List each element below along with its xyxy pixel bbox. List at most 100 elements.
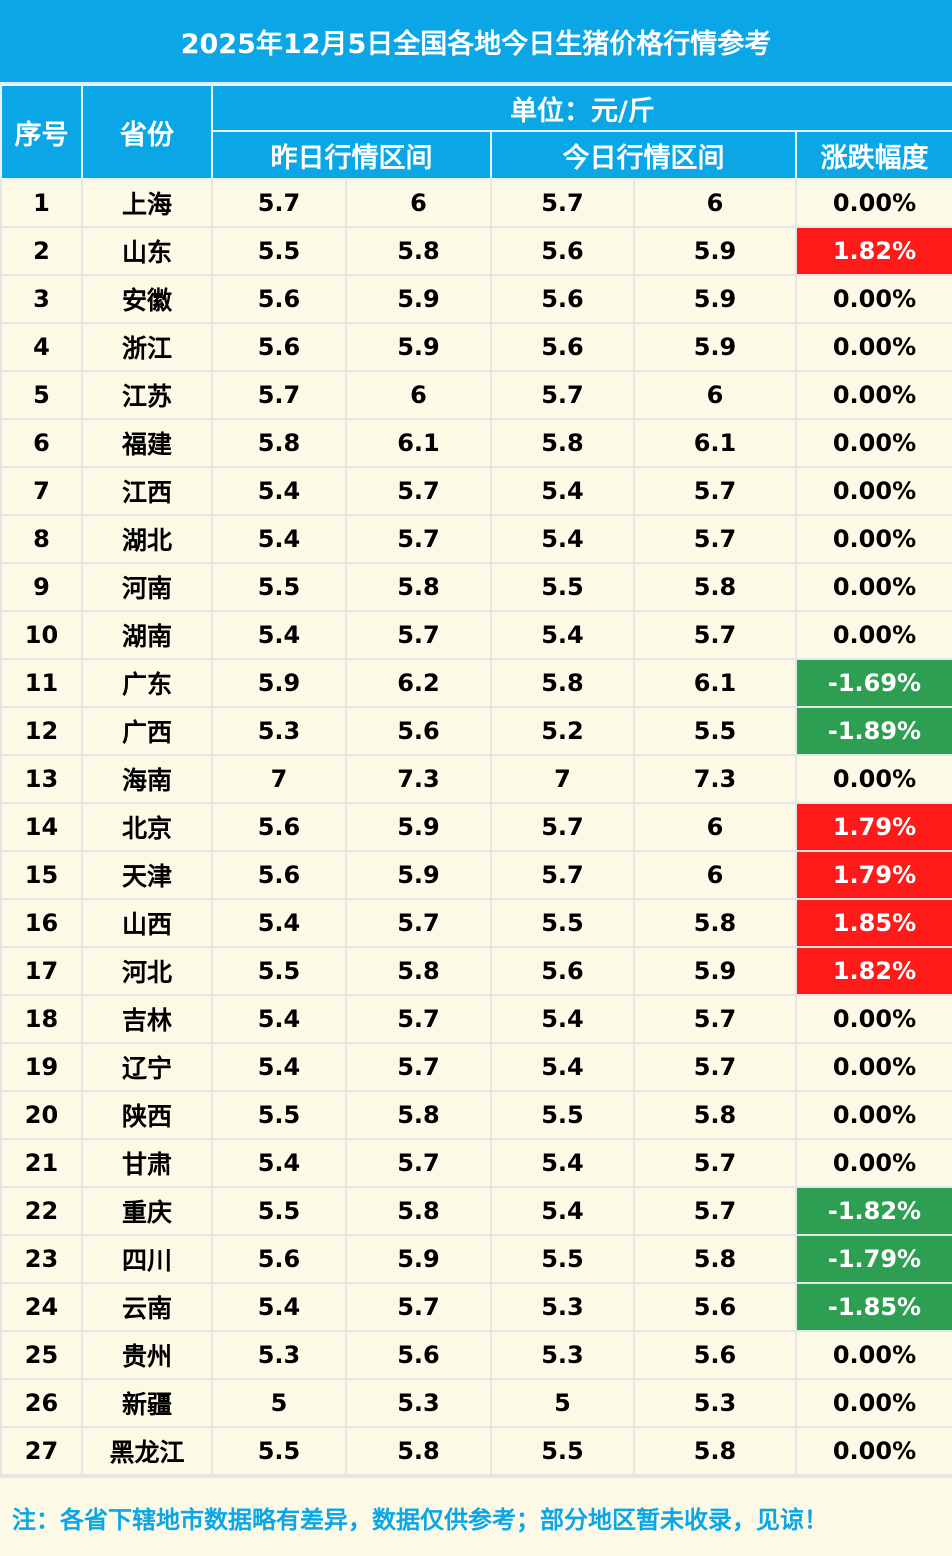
footer-note: 注：各省下辖地市数据略有差异，数据仅供参考；部分地区暂未收录，见谅！ (0, 1476, 952, 1556)
cell-yesterday-low: 5.6 (211, 802, 347, 852)
header-index: 序号 (0, 84, 83, 180)
cell-province: 河北 (81, 946, 213, 996)
cell-today-low: 5.4 (490, 610, 635, 660)
table-row: 12 广西 5.3 5.6 5.2 5.5 -1.89% (0, 706, 952, 756)
cell-yesterday-low: 5 (211, 1378, 347, 1428)
header-change: 涨跌幅度 (795, 130, 952, 180)
cell-index: 12 (0, 706, 83, 756)
cell-today-high: 5.3 (633, 1378, 797, 1428)
cell-index: 16 (0, 898, 83, 948)
cell-index: 11 (0, 658, 83, 708)
table-row: 4 浙江 5.6 5.9 5.6 5.9 0.00% (0, 322, 952, 372)
cell-province: 江苏 (81, 370, 213, 420)
cell-change: 0.00% (795, 274, 952, 324)
cell-province: 重庆 (81, 1186, 213, 1236)
cell-today-high: 6.1 (633, 418, 797, 468)
cell-yesterday-low: 5.4 (211, 994, 347, 1044)
cell-province: 江西 (81, 466, 213, 516)
cell-today-high: 7.3 (633, 754, 797, 804)
cell-change: -1.79% (795, 1234, 952, 1284)
table-row: 2 山东 5.5 5.8 5.6 5.9 1.82% (0, 226, 952, 276)
cell-today-high: 5.7 (633, 1186, 797, 1236)
cell-yesterday-low: 5.5 (211, 1186, 347, 1236)
cell-change: -1.69% (795, 658, 952, 708)
cell-index: 5 (0, 370, 83, 420)
cell-change: -1.82% (795, 1186, 952, 1236)
cell-today-high: 5.8 (633, 1090, 797, 1140)
header-province: 省份 (81, 84, 213, 180)
cell-today-low: 5.5 (490, 1090, 635, 1140)
cell-today-high: 5.9 (633, 226, 797, 276)
table-row: 9 河南 5.5 5.8 5.5 5.8 0.00% (0, 562, 952, 612)
cell-today-low: 5.4 (490, 466, 635, 516)
cell-yesterday-high: 5.8 (345, 1426, 492, 1476)
cell-province: 云南 (81, 1282, 213, 1332)
cell-yesterday-low: 5.3 (211, 706, 347, 756)
cell-today-low: 5.7 (490, 850, 635, 900)
cell-yesterday-high: 5.8 (345, 1090, 492, 1140)
cell-change: 0.00% (795, 322, 952, 372)
cell-today-high: 5.9 (633, 946, 797, 996)
cell-province: 安徽 (81, 274, 213, 324)
table-row: 27 黑龙江 5.5 5.8 5.5 5.8 0.00% (0, 1426, 952, 1476)
table-row: 7 江西 5.4 5.7 5.4 5.7 0.00% (0, 466, 952, 516)
cell-today-low: 5.4 (490, 1138, 635, 1188)
cell-today-low: 5.4 (490, 994, 635, 1044)
table-row: 22 重庆 5.5 5.8 5.4 5.7 -1.82% (0, 1186, 952, 1236)
cell-change: 0.00% (795, 466, 952, 516)
cell-province: 河南 (81, 562, 213, 612)
cell-today-low: 5.5 (490, 1426, 635, 1476)
cell-today-high: 5.6 (633, 1282, 797, 1332)
cell-yesterday-high: 5.9 (345, 850, 492, 900)
cell-province: 四川 (81, 1234, 213, 1284)
cell-index: 3 (0, 274, 83, 324)
cell-yesterday-high: 5.7 (345, 1282, 492, 1332)
cell-province: 广东 (81, 658, 213, 708)
cell-today-high: 5.8 (633, 1426, 797, 1476)
cell-index: 27 (0, 1426, 83, 1476)
cell-change: 0.00% (795, 1138, 952, 1188)
cell-province: 山西 (81, 898, 213, 948)
cell-change: 0.00% (795, 1042, 952, 1092)
cell-today-high: 5.7 (633, 1138, 797, 1188)
cell-index: 8 (0, 514, 83, 564)
table-row: 17 河北 5.5 5.8 5.6 5.9 1.82% (0, 946, 952, 996)
table-row: 24 云南 5.4 5.7 5.3 5.6 -1.85% (0, 1282, 952, 1332)
cell-yesterday-low: 5.4 (211, 898, 347, 948)
cell-index: 2 (0, 226, 83, 276)
cell-province: 新疆 (81, 1378, 213, 1428)
cell-index: 13 (0, 754, 83, 804)
cell-yesterday-high: 5.7 (345, 1042, 492, 1092)
cell-index: 21 (0, 1138, 83, 1188)
cell-today-high: 6 (633, 802, 797, 852)
cell-index: 20 (0, 1090, 83, 1140)
cell-today-low: 5.7 (490, 370, 635, 420)
cell-yesterday-high: 6 (345, 370, 492, 420)
cell-change: 0.00% (795, 754, 952, 804)
cell-change: 0.00% (795, 610, 952, 660)
cell-yesterday-low: 5.5 (211, 1426, 347, 1476)
cell-today-high: 5.5 (633, 706, 797, 756)
cell-index: 22 (0, 1186, 83, 1236)
cell-today-low: 5.5 (490, 1234, 635, 1284)
cell-yesterday-high: 5.7 (345, 1138, 492, 1188)
table-row: 25 贵州 5.3 5.6 5.3 5.6 0.00% (0, 1330, 952, 1380)
cell-yesterday-low: 5.7 (211, 178, 347, 228)
header-unit: 单位：元/斤 (211, 84, 952, 132)
cell-today-low: 5.6 (490, 946, 635, 996)
cell-change: 1.82% (795, 946, 952, 996)
table-row: 3 安徽 5.6 5.9 5.6 5.9 0.00% (0, 274, 952, 324)
cell-yesterday-low: 5.5 (211, 1090, 347, 1140)
cell-province: 浙江 (81, 322, 213, 372)
cell-today-low: 5.4 (490, 1186, 635, 1236)
table-row: 16 山西 5.4 5.7 5.5 5.8 1.85% (0, 898, 952, 948)
table-row: 8 湖北 5.4 5.7 5.4 5.7 0.00% (0, 514, 952, 564)
cell-index: 26 (0, 1378, 83, 1428)
cell-province: 辽宁 (81, 1042, 213, 1092)
table-row: 21 甘肃 5.4 5.7 5.4 5.7 0.00% (0, 1138, 952, 1188)
cell-change: 0.00% (795, 1090, 952, 1140)
table-row: 13 海南 7 7.3 7 7.3 0.00% (0, 754, 952, 804)
table-row: 6 福建 5.8 6.1 5.8 6.1 0.00% (0, 418, 952, 468)
cell-today-high: 5.6 (633, 1330, 797, 1380)
